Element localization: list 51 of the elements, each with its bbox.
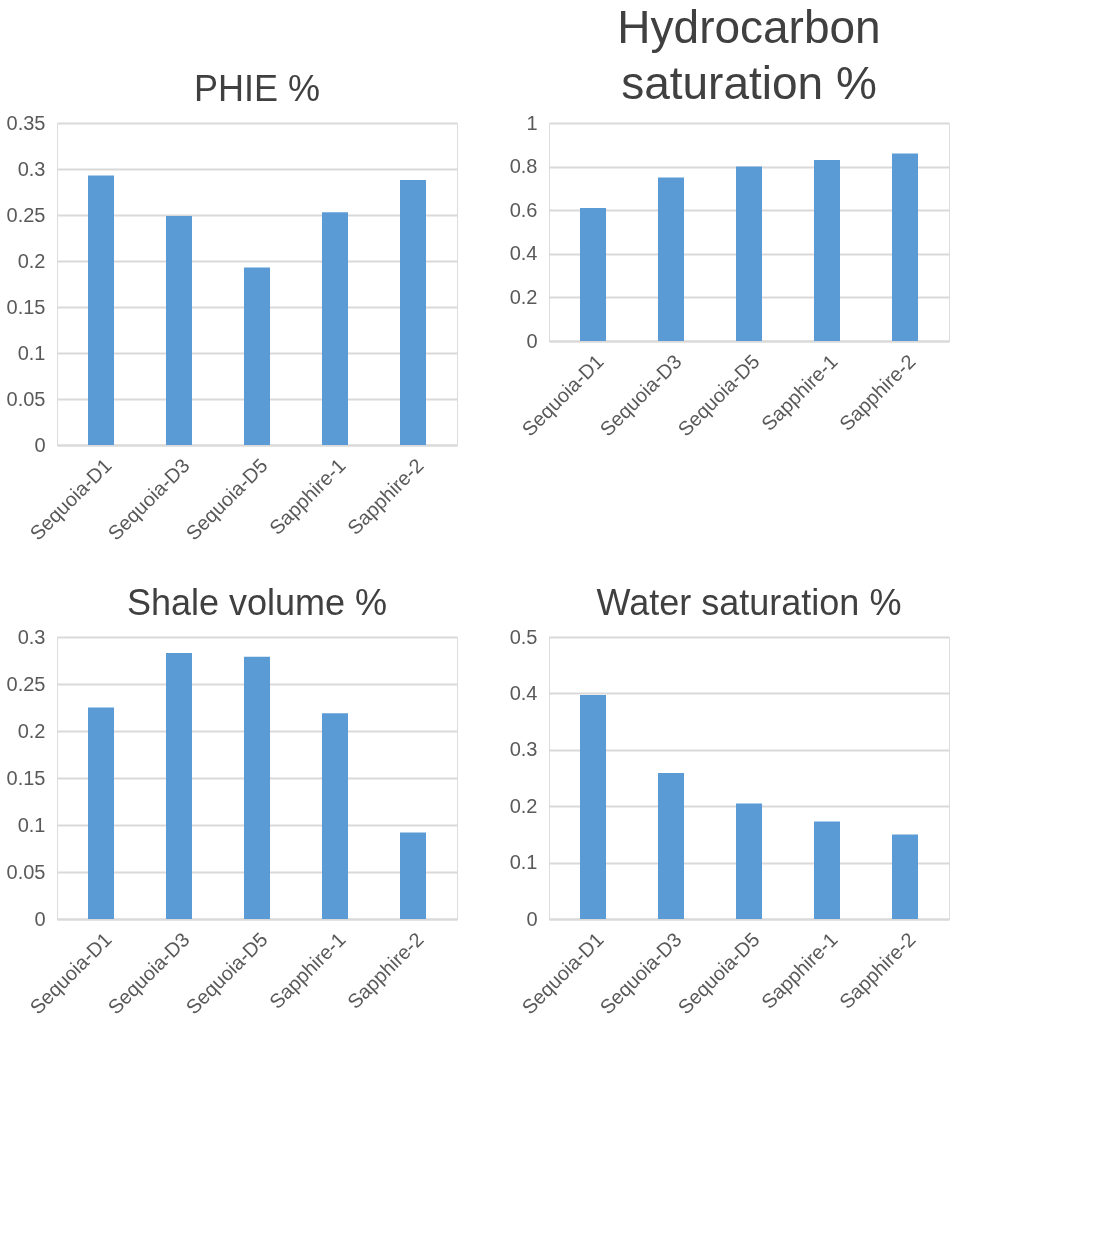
bar bbox=[580, 695, 606, 919]
y-tick-label: 0.35 bbox=[6, 111, 46, 134]
y-tick-label: 0.6 bbox=[509, 198, 538, 221]
bar bbox=[658, 772, 684, 919]
bar bbox=[322, 713, 348, 919]
bar bbox=[322, 212, 348, 445]
bar bbox=[88, 175, 114, 445]
y-tick-label: 0.4 bbox=[509, 681, 538, 704]
bar bbox=[166, 652, 192, 919]
bar bbox=[658, 177, 684, 341]
y-tick-label: 0.1 bbox=[17, 341, 46, 364]
y-tick-label: 1 bbox=[526, 111, 538, 134]
y-tick-label: 0 bbox=[526, 329, 538, 352]
y-tick-label: 0.1 bbox=[509, 851, 538, 874]
bar bbox=[814, 160, 840, 341]
y-tick-label: 0.3 bbox=[17, 625, 46, 648]
y-tick-label: 0.2 bbox=[509, 285, 538, 308]
bar bbox=[166, 215, 192, 445]
bar bbox=[580, 208, 606, 341]
chart-title: Water saturation % bbox=[596, 582, 902, 623]
y-tick-label: 0.3 bbox=[509, 738, 538, 761]
y-tick-label: 0.15 bbox=[6, 766, 46, 789]
y-tick-label: 0 bbox=[526, 907, 538, 930]
bar bbox=[892, 834, 918, 919]
y-tick-label: 0.1 bbox=[17, 813, 46, 836]
bar bbox=[244, 656, 270, 919]
bar bbox=[892, 153, 918, 341]
bar bbox=[88, 707, 114, 919]
y-tick-label: 0.2 bbox=[509, 794, 538, 817]
bar bbox=[400, 180, 426, 445]
bar bbox=[244, 267, 270, 445]
y-tick-label: 0.2 bbox=[17, 249, 46, 272]
y-tick-label: 0.25 bbox=[6, 672, 46, 695]
y-tick-label: 0.8 bbox=[509, 155, 538, 178]
y-tick-label: 0.5 bbox=[509, 625, 538, 648]
bar bbox=[736, 803, 762, 919]
chart-title: PHIE % bbox=[193, 68, 321, 109]
y-tick-label: 0.15 bbox=[6, 295, 46, 318]
y-tick-label: 0 bbox=[34, 433, 46, 456]
y-tick-label: 0.2 bbox=[17, 719, 46, 742]
y-tick-label: 0.05 bbox=[6, 860, 46, 883]
bar bbox=[736, 166, 762, 341]
y-tick-label: 0.4 bbox=[509, 242, 538, 265]
chart-title: Shale volume % bbox=[126, 582, 388, 623]
y-tick-label: 0 bbox=[34, 907, 46, 930]
bar bbox=[814, 821, 840, 919]
y-tick-label: 0.05 bbox=[6, 387, 46, 410]
chart-title: Hydrocarbon saturation % bbox=[617, 1, 881, 109]
y-tick-label: 0.3 bbox=[17, 157, 46, 180]
y-tick-label: 0.25 bbox=[6, 203, 46, 226]
bar bbox=[400, 832, 426, 919]
